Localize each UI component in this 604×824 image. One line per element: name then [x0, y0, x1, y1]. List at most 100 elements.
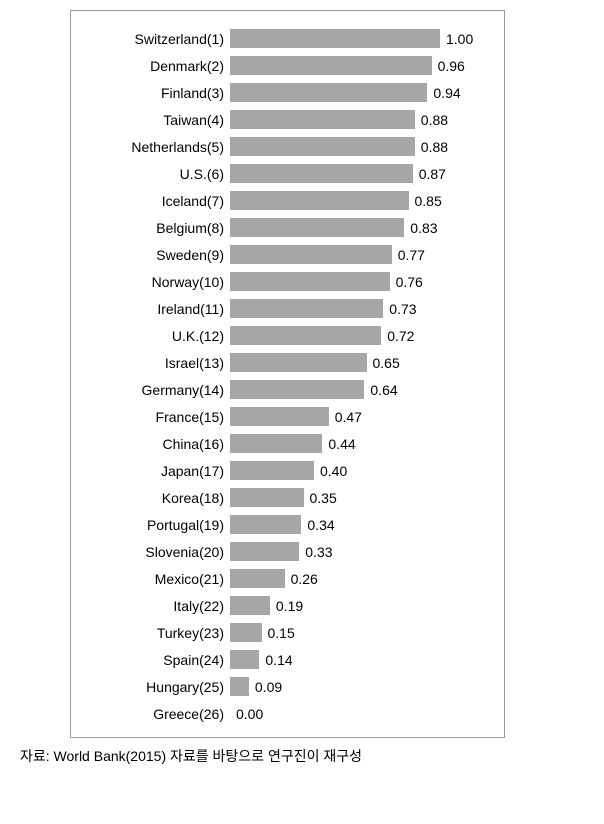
bar — [230, 29, 440, 48]
bar-area: 0.88 — [230, 106, 492, 133]
bar — [230, 272, 390, 291]
bar-value: 1.00 — [446, 31, 473, 47]
row-label: Iceland(7) — [83, 193, 230, 209]
chart-row: Finland(3)0.94 — [83, 79, 492, 106]
chart-row: Netherlands(5)0.88 — [83, 133, 492, 160]
bar-area: 0.15 — [230, 619, 492, 646]
bar-area: 0.65 — [230, 349, 492, 376]
bar-area: 1.00 — [230, 25, 492, 52]
chart-row: Turkey(23)0.15 — [83, 619, 492, 646]
row-label: Slovenia(20) — [83, 544, 230, 560]
bar-value: 0.44 — [328, 436, 355, 452]
bar-area: 0.35 — [230, 484, 492, 511]
bar-area: 0.73 — [230, 295, 492, 322]
bar — [230, 326, 381, 345]
row-label: China(16) — [83, 436, 230, 452]
bar-area: 0.77 — [230, 241, 492, 268]
chart-row: Italy(22) 0.19 — [83, 592, 492, 619]
bar — [230, 407, 329, 426]
row-label: Greece(26) — [83, 706, 230, 722]
bar-value: 0.77 — [398, 247, 425, 263]
chart-row: Mexico(21) 0.26 — [83, 565, 492, 592]
bar-value: 0.00 — [236, 706, 263, 722]
bar — [230, 110, 415, 129]
bar-value: 0.09 — [255, 679, 282, 695]
bar — [230, 434, 322, 453]
bar-value: 0.65 — [373, 355, 400, 371]
chart-row: Israel(13) 0.65 — [83, 349, 492, 376]
chart-row: Greece(26) 0.00 — [83, 700, 492, 727]
chart-row: Spain(24)0.14 — [83, 646, 492, 673]
bar — [230, 299, 383, 318]
chart-row: Slovenia(20) 0.33 — [83, 538, 492, 565]
row-label: Germany(14) — [83, 382, 230, 398]
bar — [230, 461, 314, 480]
bar-value: 0.26 — [291, 571, 318, 587]
bar — [230, 380, 364, 399]
bar — [230, 137, 415, 156]
bar-area: 0.14 — [230, 646, 492, 673]
bar-area: 0.64 — [230, 376, 492, 403]
bar-area: 0.26 — [230, 565, 492, 592]
bar — [230, 515, 301, 534]
chart-row: U.K.(12)0.72 — [83, 322, 492, 349]
chart-row: Korea(18)0.35 — [83, 484, 492, 511]
chart-row: Portugal(19) 0.34 — [83, 511, 492, 538]
bar-value: 0.33 — [305, 544, 332, 560]
row-label: Ireland(11) — [83, 301, 230, 317]
chart-row: Germany(14) 0.64 — [83, 376, 492, 403]
bar-value: 0.14 — [265, 652, 292, 668]
bar-value: 0.64 — [370, 382, 397, 398]
row-label: Norway(10) — [83, 274, 230, 290]
bar — [230, 542, 299, 561]
bar — [230, 56, 432, 75]
bar-area: 0.00 — [230, 700, 492, 727]
bar-value: 0.76 — [396, 274, 423, 290]
row-label: Mexico(21) — [83, 571, 230, 587]
row-label: France(15) — [83, 409, 230, 425]
row-label: Finland(3) — [83, 85, 230, 101]
bar — [230, 650, 259, 669]
bar — [230, 488, 304, 507]
bar-area: 0.40 — [230, 457, 492, 484]
chart-row: Denmark(2)0.96 — [83, 52, 492, 79]
bar-value: 0.85 — [415, 193, 442, 209]
bar-area: 0.33 — [230, 538, 492, 565]
bar — [230, 677, 249, 696]
row-label: Italy(22) — [83, 598, 230, 614]
chart-row: China(16) 0.44 — [83, 430, 492, 457]
row-label: Turkey(23) — [83, 625, 230, 641]
row-label: Sweden(9) — [83, 247, 230, 263]
bar-area: 0.09 — [230, 673, 492, 700]
bar — [230, 353, 367, 372]
bar — [230, 596, 270, 615]
bar-value: 0.34 — [307, 517, 334, 533]
bar-area: 0.94 — [230, 79, 492, 106]
chart-caption: 자료: World Bank(2015) 자료를 바탕으로 연구진이 재구성 — [20, 746, 594, 766]
bar — [230, 245, 392, 264]
bar-area: 0.87 — [230, 160, 492, 187]
chart-row: Sweden(9) 0.77 — [83, 241, 492, 268]
row-label: Belgium(8) — [83, 220, 230, 236]
row-label: Portugal(19) — [83, 517, 230, 533]
bar-value: 0.19 — [276, 598, 303, 614]
bar — [230, 218, 404, 237]
chart-row: Iceland(7) 0.85 — [83, 187, 492, 214]
chart-row: Hungary(25)0.09 — [83, 673, 492, 700]
chart-row: Belgium(8)0.83 — [83, 214, 492, 241]
bar-value: 0.96 — [438, 58, 465, 74]
chart-row: Ireland(11)0.73 — [83, 295, 492, 322]
bar-area: 0.76 — [230, 268, 492, 295]
bar-value: 0.40 — [320, 463, 347, 479]
chart-row: Switzerland(1)1.00 — [83, 25, 492, 52]
row-label: Netherlands(5) — [83, 139, 230, 155]
bar-area: 0.72 — [230, 322, 492, 349]
row-label: Israel(13) — [83, 355, 230, 371]
row-label: Japan(17) — [83, 463, 230, 479]
bar-area: 0.85 — [230, 187, 492, 214]
chart-row: Taiwan(4)0.88 — [83, 106, 492, 133]
row-label: Taiwan(4) — [83, 112, 230, 128]
bar-area: 0.34 — [230, 511, 492, 538]
row-label: U.K.(12) — [83, 328, 230, 344]
row-label: Korea(18) — [83, 490, 230, 506]
